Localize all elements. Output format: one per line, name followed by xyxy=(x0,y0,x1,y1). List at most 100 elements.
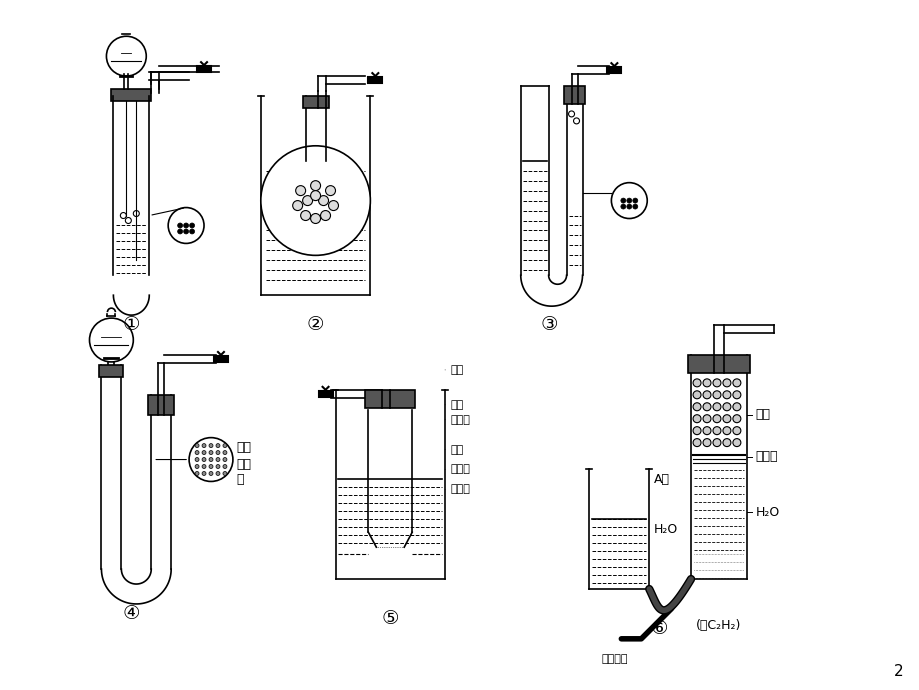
Circle shape xyxy=(216,457,220,462)
Circle shape xyxy=(722,426,730,435)
Circle shape xyxy=(311,213,320,224)
Circle shape xyxy=(202,471,206,475)
Bar xyxy=(214,356,228,362)
Circle shape xyxy=(712,379,720,387)
Text: ⑥: ⑥ xyxy=(650,619,667,638)
Circle shape xyxy=(189,437,233,482)
Circle shape xyxy=(189,229,194,234)
Circle shape xyxy=(195,444,199,448)
Circle shape xyxy=(177,229,183,234)
Text: 环: 环 xyxy=(235,473,244,486)
Circle shape xyxy=(311,190,320,201)
Text: 破底: 破底 xyxy=(449,400,463,410)
Circle shape xyxy=(184,223,188,228)
Circle shape xyxy=(722,439,730,446)
Bar xyxy=(563,86,584,104)
Circle shape xyxy=(632,198,637,203)
Bar xyxy=(365,390,414,408)
Circle shape xyxy=(712,426,720,435)
Text: 大试管: 大试管 xyxy=(449,415,470,425)
Circle shape xyxy=(702,439,710,446)
Circle shape xyxy=(692,439,700,446)
Circle shape xyxy=(209,451,213,455)
Circle shape xyxy=(222,457,227,462)
Text: 塑料片: 塑料片 xyxy=(449,484,470,495)
Text: ②: ② xyxy=(307,315,324,334)
Circle shape xyxy=(311,181,320,190)
Circle shape xyxy=(222,471,227,475)
Circle shape xyxy=(202,451,206,455)
Circle shape xyxy=(325,186,335,195)
Circle shape xyxy=(133,210,139,217)
Circle shape xyxy=(692,391,700,399)
Circle shape xyxy=(692,379,700,387)
Text: 电石: 电石 xyxy=(755,408,770,421)
Text: H₂O: H₂O xyxy=(653,523,677,535)
Circle shape xyxy=(732,426,740,435)
Circle shape xyxy=(222,444,227,448)
Text: 烧杯: 烧杯 xyxy=(449,444,463,455)
Circle shape xyxy=(301,210,311,221)
Circle shape xyxy=(189,223,194,228)
Text: 橡胶软管: 橡胶软管 xyxy=(600,653,627,664)
Circle shape xyxy=(195,464,199,469)
Text: A管: A管 xyxy=(653,473,669,486)
Circle shape xyxy=(222,464,227,469)
Circle shape xyxy=(125,217,131,224)
Circle shape xyxy=(216,451,220,455)
Circle shape xyxy=(195,457,199,462)
Circle shape xyxy=(202,457,206,462)
Circle shape xyxy=(202,444,206,448)
Circle shape xyxy=(195,471,199,475)
Circle shape xyxy=(318,195,328,206)
Circle shape xyxy=(626,198,631,203)
Text: ③: ③ xyxy=(540,315,558,334)
Circle shape xyxy=(89,318,133,362)
Text: ④: ④ xyxy=(122,604,140,623)
Circle shape xyxy=(692,415,700,423)
Circle shape xyxy=(712,403,720,411)
Circle shape xyxy=(184,229,188,234)
Circle shape xyxy=(692,403,700,411)
Bar xyxy=(318,391,332,397)
Circle shape xyxy=(216,471,220,475)
Circle shape xyxy=(573,118,579,124)
Circle shape xyxy=(702,403,710,411)
Circle shape xyxy=(712,415,720,423)
Text: (制C₂H₂): (制C₂H₂) xyxy=(696,619,741,632)
Circle shape xyxy=(209,464,213,469)
Circle shape xyxy=(620,198,625,203)
Circle shape xyxy=(209,444,213,448)
Text: 有孔: 有孔 xyxy=(235,441,251,454)
Circle shape xyxy=(712,439,720,446)
Text: 活塞: 活塞 xyxy=(449,365,463,375)
Circle shape xyxy=(732,415,740,423)
Circle shape xyxy=(722,403,730,411)
Circle shape xyxy=(209,457,213,462)
Circle shape xyxy=(120,213,126,219)
Bar xyxy=(368,77,382,83)
Circle shape xyxy=(177,223,183,228)
Circle shape xyxy=(328,201,338,210)
Circle shape xyxy=(732,439,740,446)
Circle shape xyxy=(722,379,730,387)
Circle shape xyxy=(302,195,312,206)
Bar xyxy=(111,89,151,101)
Text: 铁丝网: 铁丝网 xyxy=(755,450,777,463)
Circle shape xyxy=(722,415,730,423)
Bar xyxy=(302,96,328,108)
Circle shape xyxy=(702,426,710,435)
Circle shape xyxy=(260,146,370,255)
Circle shape xyxy=(295,186,305,195)
Text: 石瓷: 石瓷 xyxy=(235,458,251,471)
Circle shape xyxy=(107,37,146,76)
Circle shape xyxy=(692,426,700,435)
Circle shape xyxy=(568,111,573,117)
Bar xyxy=(148,395,174,415)
Circle shape xyxy=(712,391,720,399)
Circle shape xyxy=(702,379,710,387)
Circle shape xyxy=(202,464,206,469)
Bar xyxy=(687,355,749,373)
Text: 带小孔: 带小孔 xyxy=(449,464,470,475)
Text: ①: ① xyxy=(122,315,140,334)
